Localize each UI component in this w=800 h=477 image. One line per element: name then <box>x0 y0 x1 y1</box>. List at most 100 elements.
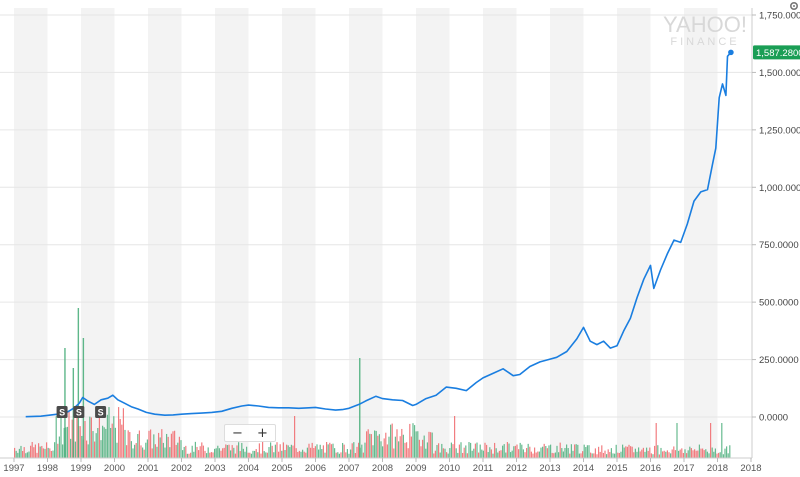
volume-bar <box>534 447 536 458</box>
volume-bar <box>415 431 417 458</box>
volume-bar <box>142 447 144 458</box>
volume-bar <box>148 430 150 458</box>
volume-bar <box>690 448 692 458</box>
volume-bar <box>172 431 174 458</box>
volume-bar <box>95 433 97 458</box>
volume-bar <box>686 453 688 458</box>
volume-bar <box>465 445 467 458</box>
x-tick-label: 2014 <box>573 463 594 474</box>
volume-bar <box>49 448 51 458</box>
volume-bar <box>158 432 160 458</box>
volume-bar <box>590 452 592 458</box>
volume-bar <box>607 449 609 458</box>
volume-bar <box>36 452 38 458</box>
volume-bar <box>420 446 422 458</box>
volume-bar <box>231 445 233 458</box>
volume-bar <box>532 453 534 458</box>
volume-bar <box>442 448 444 458</box>
split-marker-box <box>95 406 107 418</box>
volume-bar <box>548 445 550 458</box>
zoom-out-button[interactable]: − <box>232 425 243 441</box>
volume-bar <box>527 443 529 458</box>
volume-bar <box>718 452 720 458</box>
volume-bar <box>169 447 171 458</box>
volume-bar <box>700 448 702 458</box>
volume-bar <box>476 442 478 458</box>
volume-bar <box>68 410 70 458</box>
volume-bar <box>724 448 726 458</box>
volume-bar <box>694 449 696 458</box>
settings-gear-icon[interactable] <box>788 0 800 12</box>
volume-bar <box>308 443 310 458</box>
volume-bar <box>646 447 648 458</box>
volume-bar <box>201 442 203 458</box>
volume-bar <box>583 444 585 458</box>
volume-bar <box>52 450 54 458</box>
volume-bar <box>671 449 673 458</box>
volume-bar <box>409 423 411 458</box>
volume-bar <box>89 416 91 458</box>
year-shade-2003 <box>215 8 249 458</box>
volume-bar <box>26 452 28 458</box>
volume-bar <box>657 445 659 458</box>
volume-bar <box>556 445 558 458</box>
volume-bar <box>727 453 729 458</box>
volume-bar <box>633 452 635 458</box>
volume-bar <box>514 445 516 458</box>
volume-bar <box>209 452 211 458</box>
volume-bar <box>140 445 142 458</box>
volume-bar <box>554 452 556 458</box>
volume-bar <box>242 448 244 458</box>
volume-bar <box>302 449 304 458</box>
volume-bar <box>183 446 185 458</box>
volume-bar <box>390 424 392 458</box>
volume-bar <box>478 452 480 458</box>
volume-bar <box>631 446 633 458</box>
volume-bar <box>641 449 643 458</box>
x-tick-label: 1997 <box>3 463 24 474</box>
volume-bar <box>417 431 419 458</box>
volume-bar <box>86 440 88 458</box>
volume-bar <box>513 446 515 458</box>
volume-bar <box>270 442 272 458</box>
volume-bar <box>582 451 584 458</box>
volume-bar <box>274 444 276 458</box>
split-marker-label: S <box>76 408 82 418</box>
zoom-in-button[interactable]: + <box>257 425 268 441</box>
volume-bar <box>428 431 430 458</box>
volume-bar <box>604 450 606 458</box>
volume-bar <box>538 451 540 458</box>
volume-bar <box>366 431 368 458</box>
volume-bar <box>553 453 555 458</box>
volume-bar <box>222 448 224 458</box>
volume-bar <box>602 452 604 458</box>
volume-bar <box>214 448 216 458</box>
volume-bar <box>257 452 259 458</box>
volume-bar <box>249 452 251 458</box>
year-shade-2007 <box>349 8 383 458</box>
volume-bar <box>636 451 638 458</box>
volume-bar <box>630 446 632 458</box>
volume-bar <box>562 451 564 458</box>
volume-bar <box>28 451 30 458</box>
year-shade-2009 <box>416 8 450 458</box>
volume-bar <box>364 442 366 458</box>
volume-bar <box>25 453 27 458</box>
volume-bar <box>361 444 363 458</box>
volume-bar <box>434 450 436 458</box>
volume-bar <box>218 448 220 458</box>
volume-bar <box>79 426 81 458</box>
volume-bar <box>407 448 409 458</box>
volume-bar <box>265 452 267 458</box>
volume-bar <box>217 445 219 458</box>
volume-bar <box>298 450 300 458</box>
volume-bar <box>518 449 520 458</box>
volume-bar <box>529 446 531 458</box>
volume-bar <box>574 444 576 458</box>
volume-bar <box>326 441 328 458</box>
volume-bar <box>494 442 496 458</box>
volume-bar <box>625 446 627 458</box>
volume-bar <box>18 448 20 458</box>
y-tick-label: 500.0000 <box>759 298 799 309</box>
volume-bar <box>359 358 361 458</box>
